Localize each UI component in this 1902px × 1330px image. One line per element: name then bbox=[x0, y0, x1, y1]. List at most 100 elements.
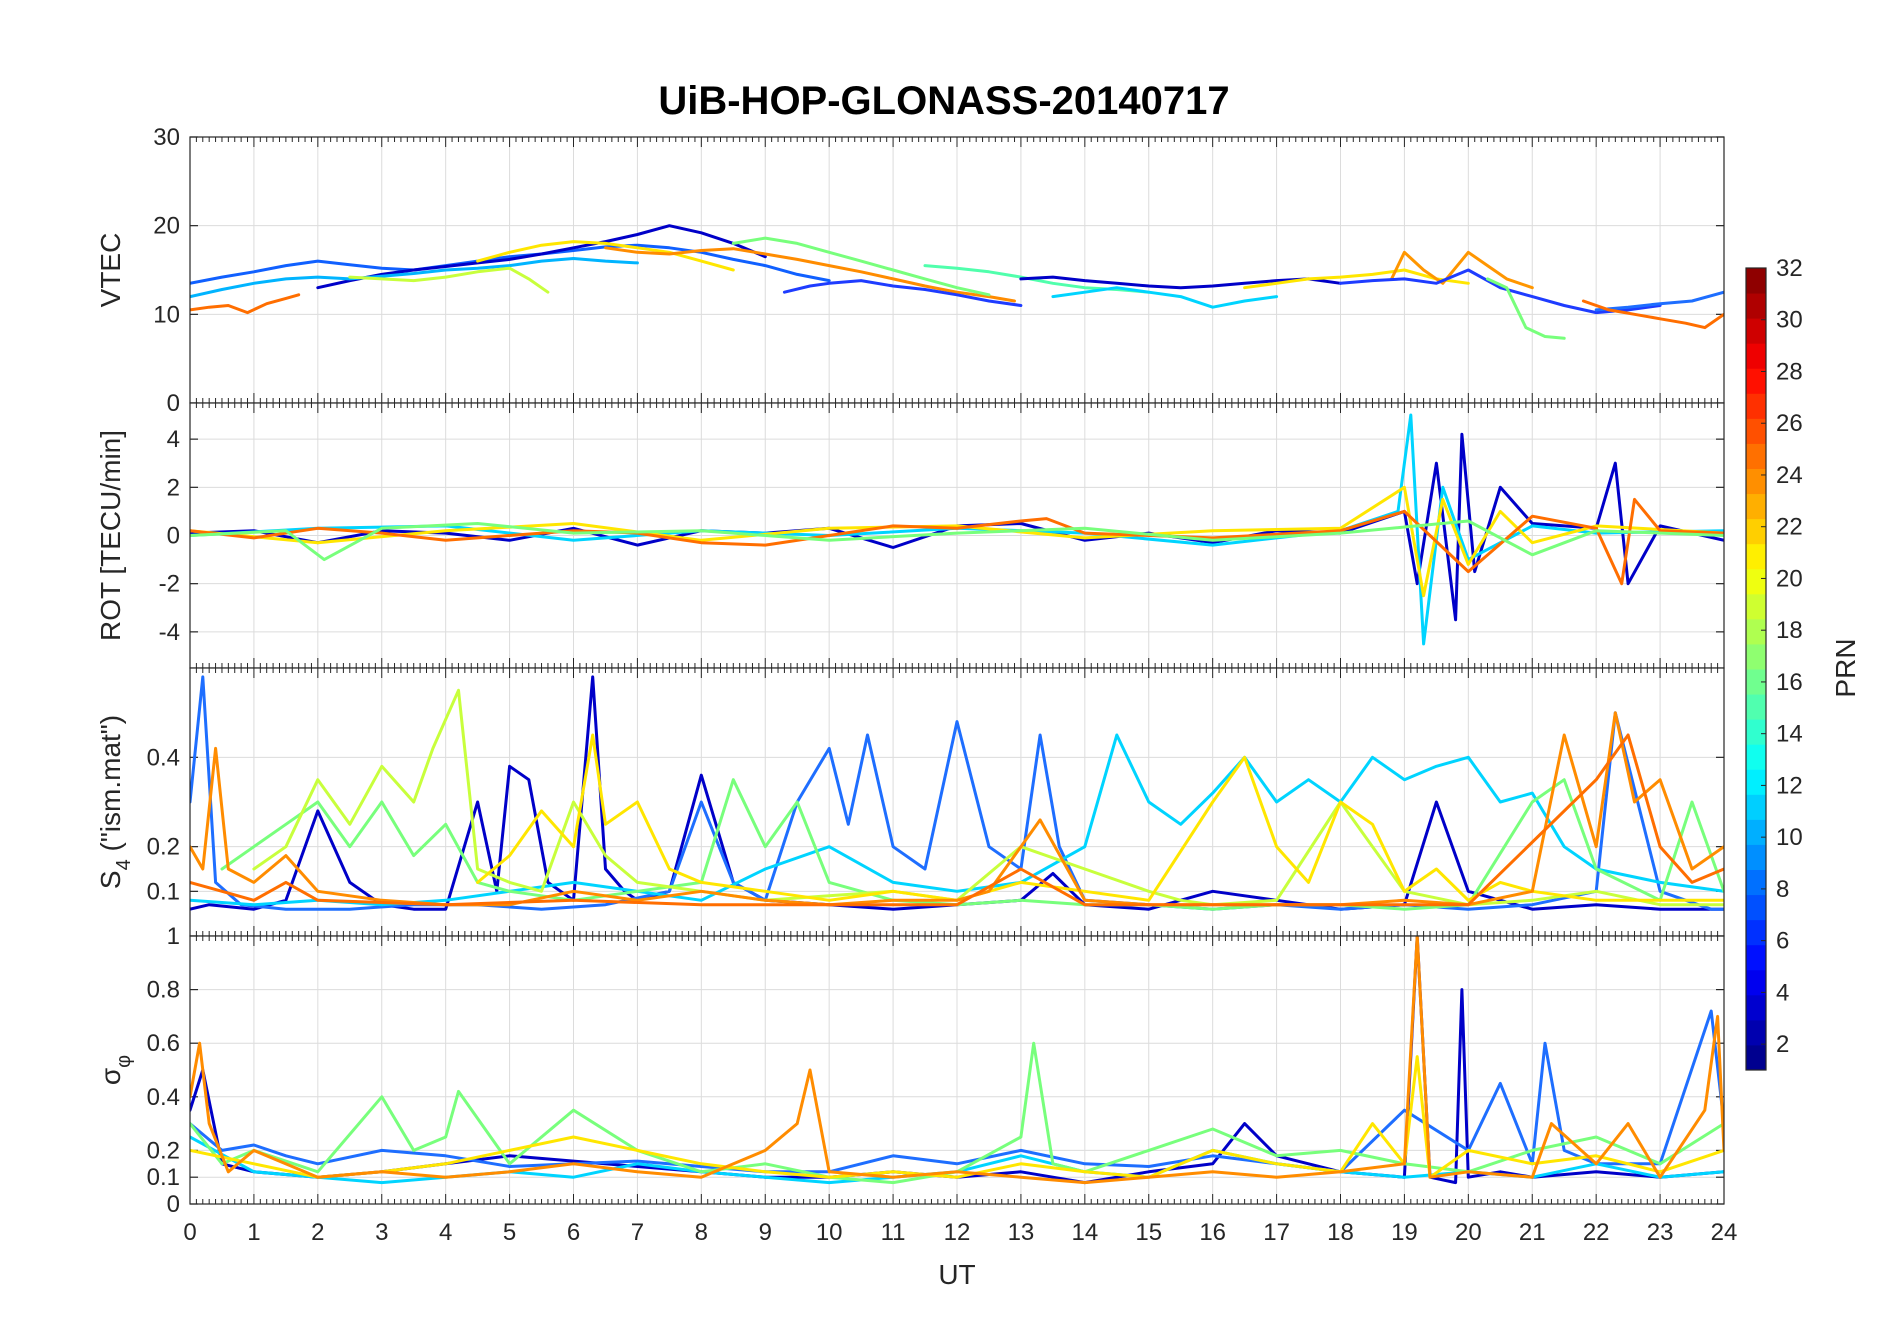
colorbar-segment bbox=[1746, 919, 1766, 946]
colorbar-segment bbox=[1746, 543, 1766, 570]
series-line bbox=[316, 224, 767, 290]
panel-3: 0.1 0.2 0.4 S4 ("ism.mat") bbox=[95, 667, 1725, 937]
colorbar-segment bbox=[1746, 518, 1766, 545]
colorbar-tick-label: 26 bbox=[1776, 410, 1803, 437]
colorbar-segment bbox=[1746, 769, 1766, 795]
y-tick-label: 0 bbox=[167, 523, 180, 550]
series-line bbox=[220, 778, 1724, 911]
colorbar-tick-label: 24 bbox=[1776, 462, 1803, 489]
series-line bbox=[190, 936, 1724, 1185]
y-tick-label: 0.8 bbox=[147, 977, 180, 1004]
series-group bbox=[190, 936, 1724, 1185]
y-tick-label: 0.1 bbox=[147, 1164, 180, 1191]
y-tick-label: 10 bbox=[153, 301, 180, 328]
x-axis-ticks: 0 1 2 3 4 5 6 7 8 9 10 11 12 13 14 15 16 17 18 19 20 21 22 23 24 bbox=[183, 1219, 1737, 1246]
colorbar-segment bbox=[1746, 343, 1766, 369]
panel-frame bbox=[189, 935, 1725, 1205]
series-line bbox=[190, 293, 301, 315]
colorbar-segment bbox=[1746, 869, 1766, 896]
x-tick-label: 11 bbox=[881, 1219, 906, 1246]
x-tick-label: 4 bbox=[439, 1219, 452, 1246]
colorbar-segment bbox=[1746, 944, 1766, 971]
series-line bbox=[1051, 286, 1279, 309]
series-line bbox=[604, 246, 1016, 303]
x-tick-label: 12 bbox=[944, 1219, 971, 1246]
x-tick-label: 6 bbox=[567, 1219, 580, 1246]
colorbar-tick-label: 6 bbox=[1776, 928, 1789, 955]
series-line bbox=[190, 711, 1724, 907]
colorbar-tick-label: 4 bbox=[1776, 979, 1789, 1006]
colorbar-segment bbox=[1746, 493, 1766, 520]
x-tick-label: 18 bbox=[1327, 1219, 1354, 1246]
y-tick-label: 4 bbox=[167, 426, 180, 453]
panel-1: 0 10 20 30 VTEC bbox=[95, 124, 1725, 417]
colorbar-segment bbox=[1746, 268, 1766, 294]
series-group bbox=[190, 224, 1724, 340]
x-tick-label: 13 bbox=[1008, 1219, 1035, 1246]
colorbar-tick-label: 32 bbox=[1776, 255, 1803, 282]
x-tick-label: 20 bbox=[1455, 1219, 1482, 1246]
colorbar-segment bbox=[1746, 1019, 1766, 1046]
series-group bbox=[190, 675, 1724, 911]
x-tick-label: 5 bbox=[503, 1219, 516, 1246]
x-tick-label: 23 bbox=[1647, 1219, 1674, 1246]
x-tick-label: 19 bbox=[1391, 1219, 1418, 1246]
colorbar-segment bbox=[1746, 669, 1766, 695]
x-axis-label: UT bbox=[938, 1259, 975, 1290]
y-axis-label: VTEC bbox=[95, 233, 126, 308]
colorbar-segment bbox=[1746, 994, 1766, 1021]
x-tick-label: 24 bbox=[1711, 1219, 1738, 1246]
x-tick-label: 2 bbox=[311, 1219, 324, 1246]
x-tick-label: 15 bbox=[1135, 1219, 1162, 1246]
series-line bbox=[190, 1041, 1724, 1185]
y-tick-label: 30 bbox=[153, 124, 180, 151]
colorbar-segment bbox=[1746, 1044, 1766, 1071]
x-tick-label: 16 bbox=[1199, 1219, 1226, 1246]
colorbar-tick-label: 30 bbox=[1776, 307, 1803, 334]
colorbar-segment bbox=[1746, 969, 1766, 996]
chart-title: UiB-HOP-GLONASS-20140717 bbox=[658, 79, 1229, 123]
series-line bbox=[190, 519, 1724, 562]
y-tick-label: 0.2 bbox=[147, 1137, 180, 1164]
series-line bbox=[252, 688, 1724, 907]
colorbar-segment bbox=[1746, 694, 1766, 720]
series-line bbox=[190, 1009, 1724, 1174]
y-axis-label: ROT [TECU/min] bbox=[95, 430, 126, 641]
x-tick-label: 9 bbox=[759, 1219, 772, 1246]
colorbar-segment bbox=[1746, 568, 1766, 595]
colorbar-frame bbox=[1745, 267, 1767, 1071]
x-tick-label: 3 bbox=[375, 1219, 388, 1246]
series-line bbox=[190, 1055, 1724, 1179]
x-tick-label: 8 bbox=[695, 1219, 708, 1246]
colorbar-segment bbox=[1746, 418, 1766, 444]
x-tick-label: 7 bbox=[631, 1219, 644, 1246]
colorbar-segment bbox=[1746, 618, 1766, 645]
y-tick-label: 2 bbox=[167, 474, 180, 501]
y-tick-label: -4 bbox=[159, 619, 180, 646]
x-tick-label: 17 bbox=[1263, 1219, 1290, 1246]
series-group bbox=[190, 413, 1724, 646]
colorbar-tick-label: 14 bbox=[1776, 721, 1803, 748]
colorbar-segment bbox=[1746, 794, 1766, 820]
x-tick-label: 1 bbox=[247, 1219, 260, 1246]
series-line bbox=[1243, 268, 1470, 290]
y-axis-label: σφ bbox=[95, 1055, 135, 1085]
colorbar-segment bbox=[1746, 819, 1766, 845]
series-line bbox=[1019, 275, 1342, 290]
colorbar-segment bbox=[1746, 643, 1766, 670]
colorbar-segment bbox=[1746, 894, 1766, 921]
y-tick-label: 0.4 bbox=[147, 1084, 180, 1111]
y-tick-label: 0 bbox=[167, 390, 180, 417]
y-tick-label: 0 bbox=[167, 1191, 180, 1218]
series-line bbox=[782, 279, 1023, 307]
y-tick-label: -2 bbox=[159, 571, 180, 598]
series-line bbox=[190, 497, 1724, 586]
colorbar-segment bbox=[1746, 318, 1766, 344]
colorbar-tick-label: 18 bbox=[1776, 617, 1803, 644]
x-tick-label: 10 bbox=[816, 1219, 843, 1246]
colorbar-segment bbox=[1746, 468, 1766, 495]
y-tick-label: 1 bbox=[167, 923, 180, 950]
series-line bbox=[731, 236, 991, 297]
